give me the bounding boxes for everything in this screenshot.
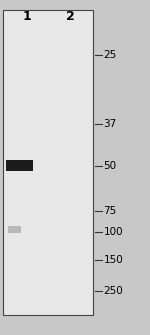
Text: 250: 250 — [103, 286, 123, 296]
Bar — [3, 10, 93, 315]
Text: 25: 25 — [103, 50, 117, 60]
Text: 100: 100 — [103, 227, 123, 237]
Bar — [8, 226, 21, 232]
Text: 37: 37 — [103, 119, 117, 129]
Text: 1: 1 — [23, 10, 31, 23]
Text: 150: 150 — [103, 255, 123, 265]
Text: 75: 75 — [103, 206, 117, 216]
Text: 2: 2 — [66, 10, 75, 23]
Bar — [6, 160, 33, 171]
Text: 50: 50 — [103, 160, 117, 171]
